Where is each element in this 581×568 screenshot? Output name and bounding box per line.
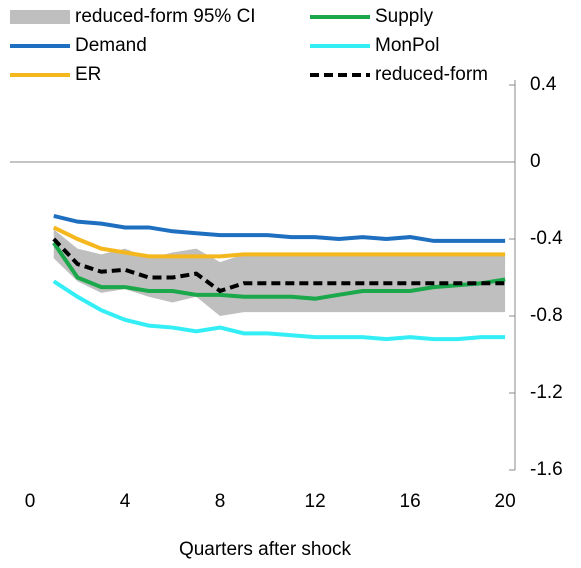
- legend-swatch: [10, 10, 70, 24]
- confidence-band: [53, 229, 506, 316]
- x-axis-label: Quarters after shock: [179, 539, 352, 560]
- legend-label: reduced-form 95% CI: [75, 6, 256, 27]
- series-line: [52, 279, 506, 342]
- x-tick-label: 4: [120, 491, 131, 512]
- x-tick-label: 12: [305, 491, 326, 512]
- x-tick-label: 20: [495, 491, 516, 512]
- legend-label: reduced-form: [375, 64, 488, 85]
- y-tick-label: 0.4: [530, 74, 557, 95]
- legend-label: Demand: [75, 35, 147, 56]
- legend-label: Supply: [375, 6, 434, 27]
- x-tick-label: 8: [215, 491, 226, 512]
- y-tick-label: -0.8: [530, 305, 563, 326]
- series-line: [53, 213, 506, 243]
- series-line: [52, 237, 506, 294]
- series-line: [52, 241, 506, 301]
- series-line: [52, 225, 506, 259]
- y-tick-label: -1.6: [530, 459, 563, 480]
- legend-label: MonPol: [375, 35, 439, 56]
- x-tick-label: 0: [25, 491, 36, 512]
- y-tick-label: -1.2: [530, 382, 563, 403]
- x-tick-label: 16: [400, 491, 421, 512]
- y-tick-label: 0: [530, 151, 541, 172]
- legend-label: ER: [75, 64, 101, 85]
- y-tick-label: -0.4: [530, 228, 563, 249]
